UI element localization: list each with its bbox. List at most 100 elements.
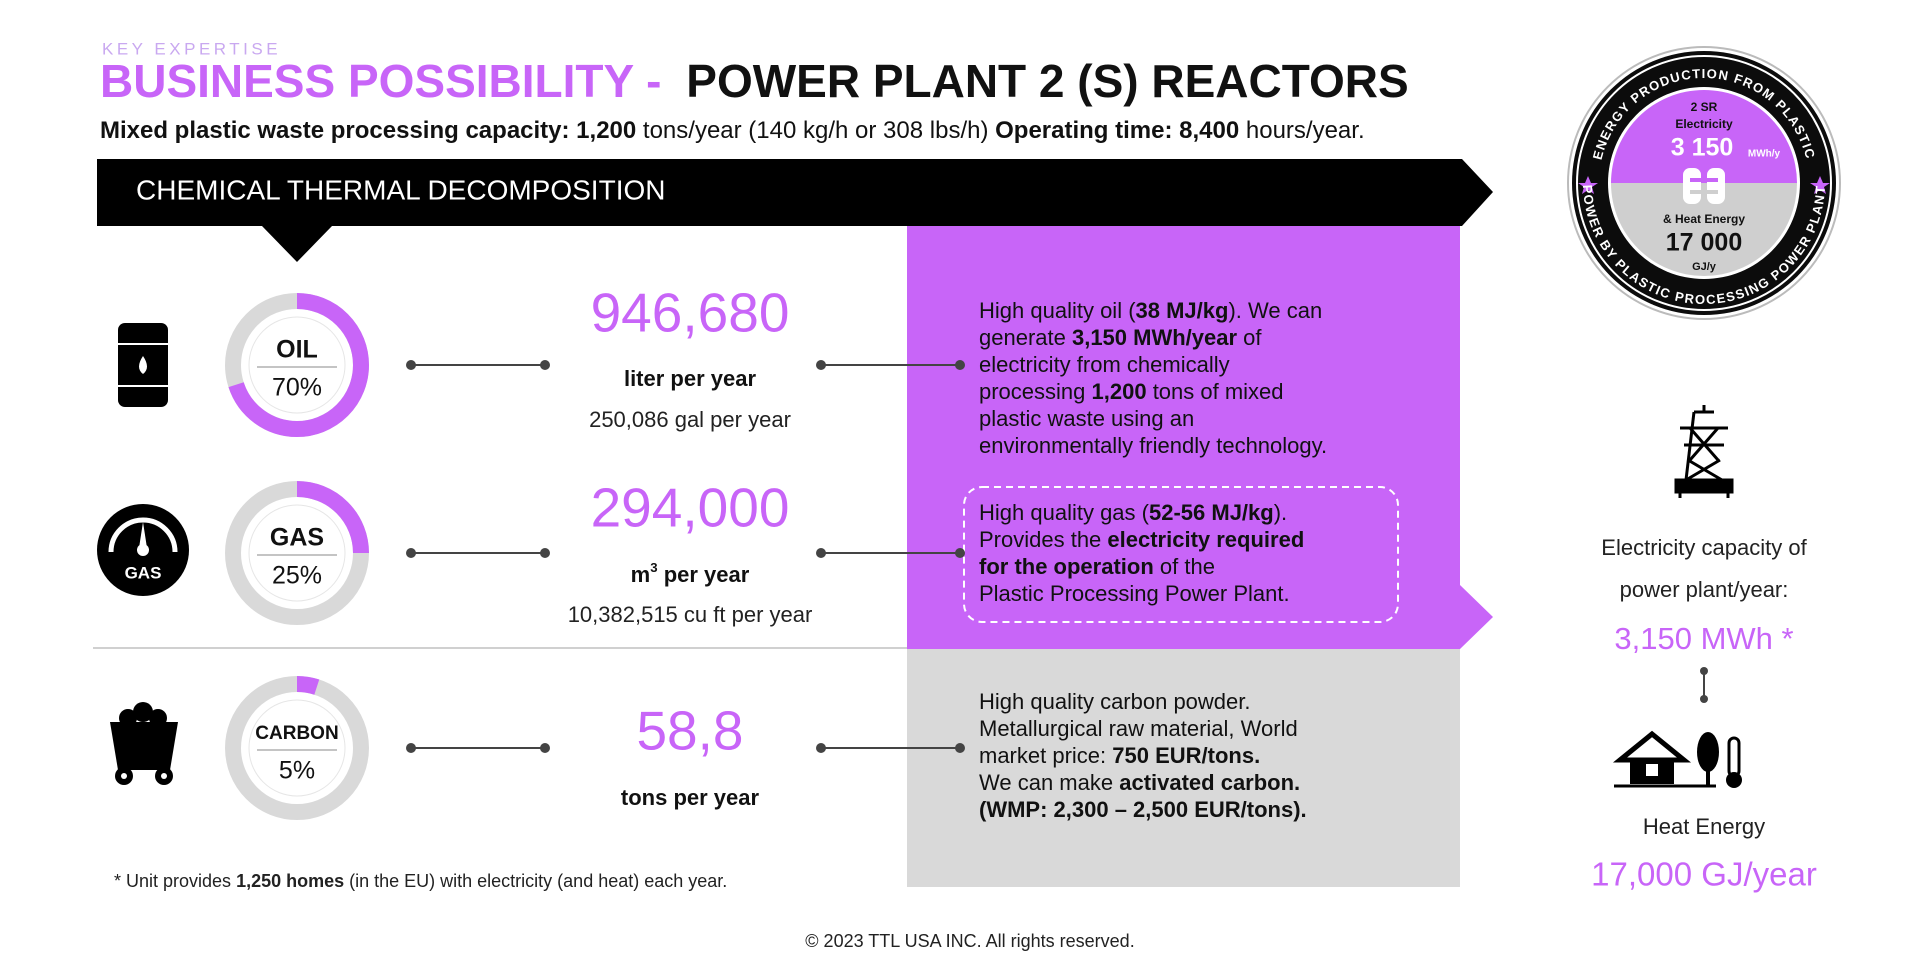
text-run: 750 EUR/tons.	[1112, 743, 1260, 768]
text-run: 3,150 MWh/year	[1072, 325, 1238, 350]
donut-arc	[225, 293, 369, 437]
footnote: * Unit provides 1,250 homes (in the EU) …	[114, 871, 727, 891]
text-run: High quality carbon powder.	[979, 689, 1251, 714]
text-run: 1,250 homes	[236, 871, 344, 891]
connector	[406, 548, 550, 558]
text-run: tons/year (140 kg/h or 308 lbs/h)	[636, 117, 995, 144]
connector	[816, 548, 965, 558]
description-line: market price: 750 EUR/tons.	[979, 743, 1260, 768]
alt-amount: 250,086 gal per year	[589, 407, 791, 432]
donut-hole	[248, 699, 346, 797]
connector-dot	[816, 360, 826, 370]
amount-unit: tons per year	[621, 785, 760, 810]
power-tower-icon	[1674, 405, 1734, 498]
gray-panel	[907, 649, 1460, 887]
donut-hole	[248, 316, 346, 414]
gas-gauge-icon	[97, 504, 189, 596]
text-run: Metallurgical raw material, World	[979, 716, 1298, 741]
badge-electricity: 3 150	[1671, 134, 1734, 162]
product-share: 70%	[272, 374, 322, 402]
text-run: m	[631, 562, 651, 587]
connector	[406, 743, 550, 753]
connector	[816, 360, 965, 370]
donut-hole	[248, 504, 346, 602]
text-run: plastic waste using an	[979, 406, 1194, 431]
connector-dot	[955, 743, 965, 753]
heat-caption: Heat Energy	[1643, 814, 1765, 839]
alt-amount: 10,382,515 cu ft per year	[568, 602, 813, 627]
description-line: (WMP: 2,300 – 2,500 EUR/tons).	[979, 797, 1307, 822]
text-run: ).	[1274, 500, 1287, 525]
text-run: (WMP: 2,300 – 2,500 EUR/tons).	[979, 797, 1307, 822]
badge	[1567, 46, 1841, 320]
description-line: for the operation of the	[979, 554, 1215, 579]
text-run: High quality gas (	[979, 500, 1150, 525]
connector-dot	[406, 548, 416, 558]
description-line: We can make activated carbon.	[979, 770, 1300, 795]
badge-reactors: 2 SR	[1691, 100, 1718, 114]
text-run: We can make	[979, 770, 1119, 795]
title: BUSINESS POSSIBILITY - POWER PLANT 2 (S)…	[100, 55, 1409, 107]
product-name: OIL	[276, 336, 318, 364]
text-run: environmentally friendly technology.	[979, 433, 1327, 458]
copyright: © 2023 TTL USA INC. All rights reserved.	[805, 931, 1134, 951]
description-line: Metallurgical raw material, World	[979, 716, 1298, 741]
purple-panel	[907, 226, 1493, 649]
connector-dot	[955, 548, 965, 558]
amount-unit: m3 per year	[631, 560, 750, 587]
text-run: electricity required	[1107, 527, 1304, 552]
badge-heat-label: & Heat Energy	[1663, 212, 1745, 226]
electricity-caption: Electricity capacity of	[1601, 535, 1807, 560]
text-run: Plastic Processing Power Plant.	[979, 581, 1290, 606]
text-run: of the	[1154, 554, 1215, 579]
banner-text: CHEMICAL THERMAL DECOMPOSITION	[136, 174, 665, 205]
donut-arc	[225, 676, 369, 820]
dashed-box	[963, 486, 1399, 623]
text-run: 3	[650, 560, 657, 575]
text-run: Mixed plastic waste processing capacity:…	[100, 117, 636, 144]
text-run: tons of mixed	[1147, 379, 1284, 404]
carbon-cart-icon	[110, 702, 178, 785]
title-main: POWER PLANT 2 (S) REACTORS	[686, 55, 1408, 107]
description-line: environmentally friendly technology.	[979, 433, 1327, 458]
description-line: Plastic Processing Power Plant.	[979, 581, 1290, 606]
electricity-caption: power plant/year:	[1620, 577, 1789, 602]
description-line: plastic waste using an	[979, 406, 1194, 431]
gas-icon-label: GAS	[125, 563, 162, 582]
connector-dot	[540, 360, 550, 370]
text-run: Operating time: 8,400	[995, 117, 1239, 144]
text-run: market price:	[979, 743, 1112, 768]
electricity-capacity: 3,150 MWh *	[1614, 621, 1793, 656]
connector-dot	[816, 743, 826, 753]
connector-dot	[955, 360, 965, 370]
description-line: generate 3,150 MWh/year of	[979, 325, 1262, 350]
eyebrow: KEY EXPERTISE	[102, 39, 281, 58]
product-share: 5%	[279, 757, 315, 785]
badge-electricity-unit: MWh/y	[1748, 149, 1781, 160]
text-run: of	[1237, 325, 1262, 350]
connector-dot	[816, 548, 826, 558]
text-run: hours/year.	[1239, 117, 1364, 144]
banner-shape	[97, 159, 1493, 262]
connector-dot	[406, 743, 416, 753]
connector-dot	[540, 743, 550, 753]
text-run: generate	[979, 325, 1072, 350]
amount: 946,680	[591, 282, 790, 344]
description-line: High quality carbon powder.	[979, 689, 1251, 714]
product-name: CARBON	[255, 723, 338, 744]
summary-connector	[1700, 667, 1708, 703]
house-icon	[1612, 730, 1742, 788]
text-run: Provides the	[979, 527, 1107, 552]
text-run: activated carbon.	[1119, 770, 1300, 795]
description-line: High quality gas (52-56 MJ/kg).	[979, 500, 1287, 525]
text-run: liter per year	[624, 366, 757, 391]
connector	[406, 360, 550, 370]
badge-electricity-label: Electricity	[1675, 117, 1733, 131]
product-name: GAS	[270, 524, 324, 552]
connector	[816, 743, 965, 753]
badge-heat: 17 000	[1666, 229, 1742, 257]
heat-capacity: 17,000 GJ/year	[1591, 856, 1817, 893]
badge-heat-unit: GJ/y	[1692, 261, 1717, 273]
